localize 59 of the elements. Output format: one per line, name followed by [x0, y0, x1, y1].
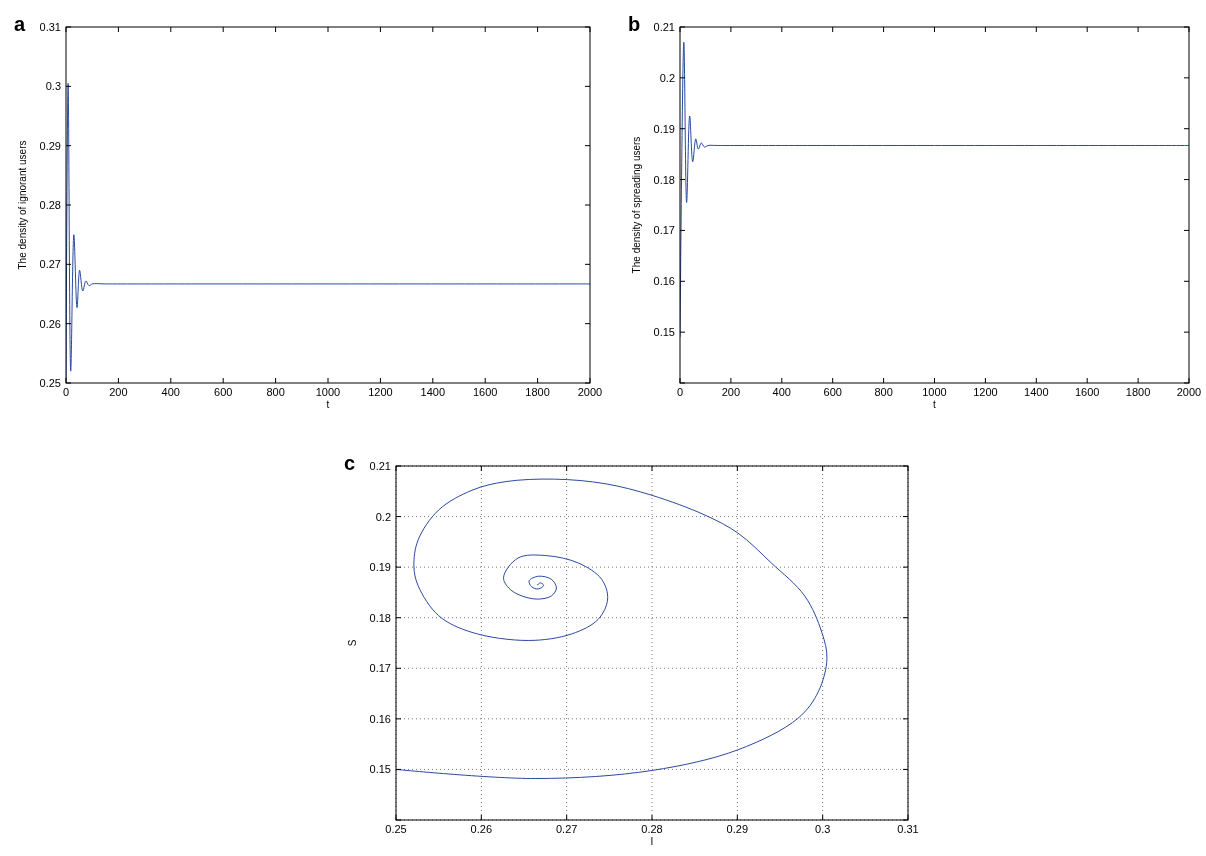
x-tick-label: 200: [109, 386, 128, 398]
x-tick-label: 1200: [368, 386, 393, 398]
y-tick-label: 0.18: [653, 173, 675, 186]
y-axis-title: The density of ignorant users: [17, 140, 28, 270]
y-tick-label: 0.15: [369, 763, 391, 776]
y-tick-label: 0.21: [369, 460, 391, 472]
x-tick-label: 0: [62, 386, 70, 398]
x-tick-label: 1400: [1024, 386, 1049, 398]
y-tick-label: 0.2: [375, 510, 391, 523]
y-tick-label: 0.17: [369, 662, 391, 675]
y-tick-label: 0.16: [369, 712, 391, 725]
x-tick-label: 800: [874, 386, 893, 398]
x-tick-label: 200: [721, 386, 741, 398]
x-tick-label: 0.26: [470, 823, 493, 835]
x-tick-label: 2000: [577, 386, 603, 398]
y-tick-label: 0.25: [39, 377, 61, 389]
x-axis-title: I: [650, 836, 654, 847]
y-tick-label: 0.15: [653, 326, 675, 339]
x-tick-label: 400: [772, 386, 791, 398]
x-axis-title: t: [933, 399, 937, 410]
x-tick-label: 0: [676, 386, 684, 398]
x-tick-label: 0.27: [555, 823, 578, 835]
x-tick-label: 1400: [420, 386, 446, 398]
y-tick-label: 0.27: [39, 258, 61, 271]
y-tick-label: 0.19: [653, 122, 675, 135]
y-tick-label: 0.29: [39, 139, 61, 152]
y-tick-label: 0.17: [653, 224, 675, 237]
x-tick-label: 1600: [1074, 386, 1100, 398]
x-tick-label: 0.25: [385, 823, 407, 835]
x-tick-label: 1800: [525, 386, 550, 398]
y-tick-label: 0.21: [653, 21, 675, 33]
x-tick-label: 600: [214, 386, 233, 398]
text: b: [628, 13, 641, 35]
x-tick-label: 0.29: [726, 823, 749, 835]
y-tick-label: 0.31: [39, 21, 61, 33]
x-tick-label: 1000: [922, 386, 947, 398]
x-tick-label: 1200: [973, 386, 998, 398]
y-axis-title: S: [347, 639, 358, 647]
x-tick-label: 0.28: [641, 823, 663, 835]
y-tick-label: 0.19: [369, 561, 391, 574]
y-axis-title: The density of spreading users: [631, 136, 642, 274]
x-tick-label: 2000: [1176, 386, 1202, 398]
x-tick-label: 1600: [472, 386, 498, 398]
x-tick-label: 400: [161, 386, 180, 398]
y-tick-label: 0.28: [39, 199, 61, 211]
x-tick-label: 600: [823, 386, 842, 398]
text: c: [344, 452, 356, 474]
x-tick-label: 0.31: [897, 823, 919, 835]
x-tick-label: 1000: [315, 386, 341, 398]
y-tick-label: 0.3: [45, 80, 61, 93]
x-tick-label: 0.3: [815, 823, 831, 835]
x-tick-label: 1800: [1125, 386, 1151, 398]
y-tick-label: 0.26: [39, 317, 61, 330]
x-tick-label: 800: [266, 386, 285, 398]
text: a: [14, 13, 26, 35]
y-tick-label: 0.18: [369, 611, 391, 624]
y-tick-label: 0.16: [653, 275, 675, 288]
y-tick-label: 0.2: [659, 71, 675, 84]
x-axis-title: t: [326, 399, 330, 410]
